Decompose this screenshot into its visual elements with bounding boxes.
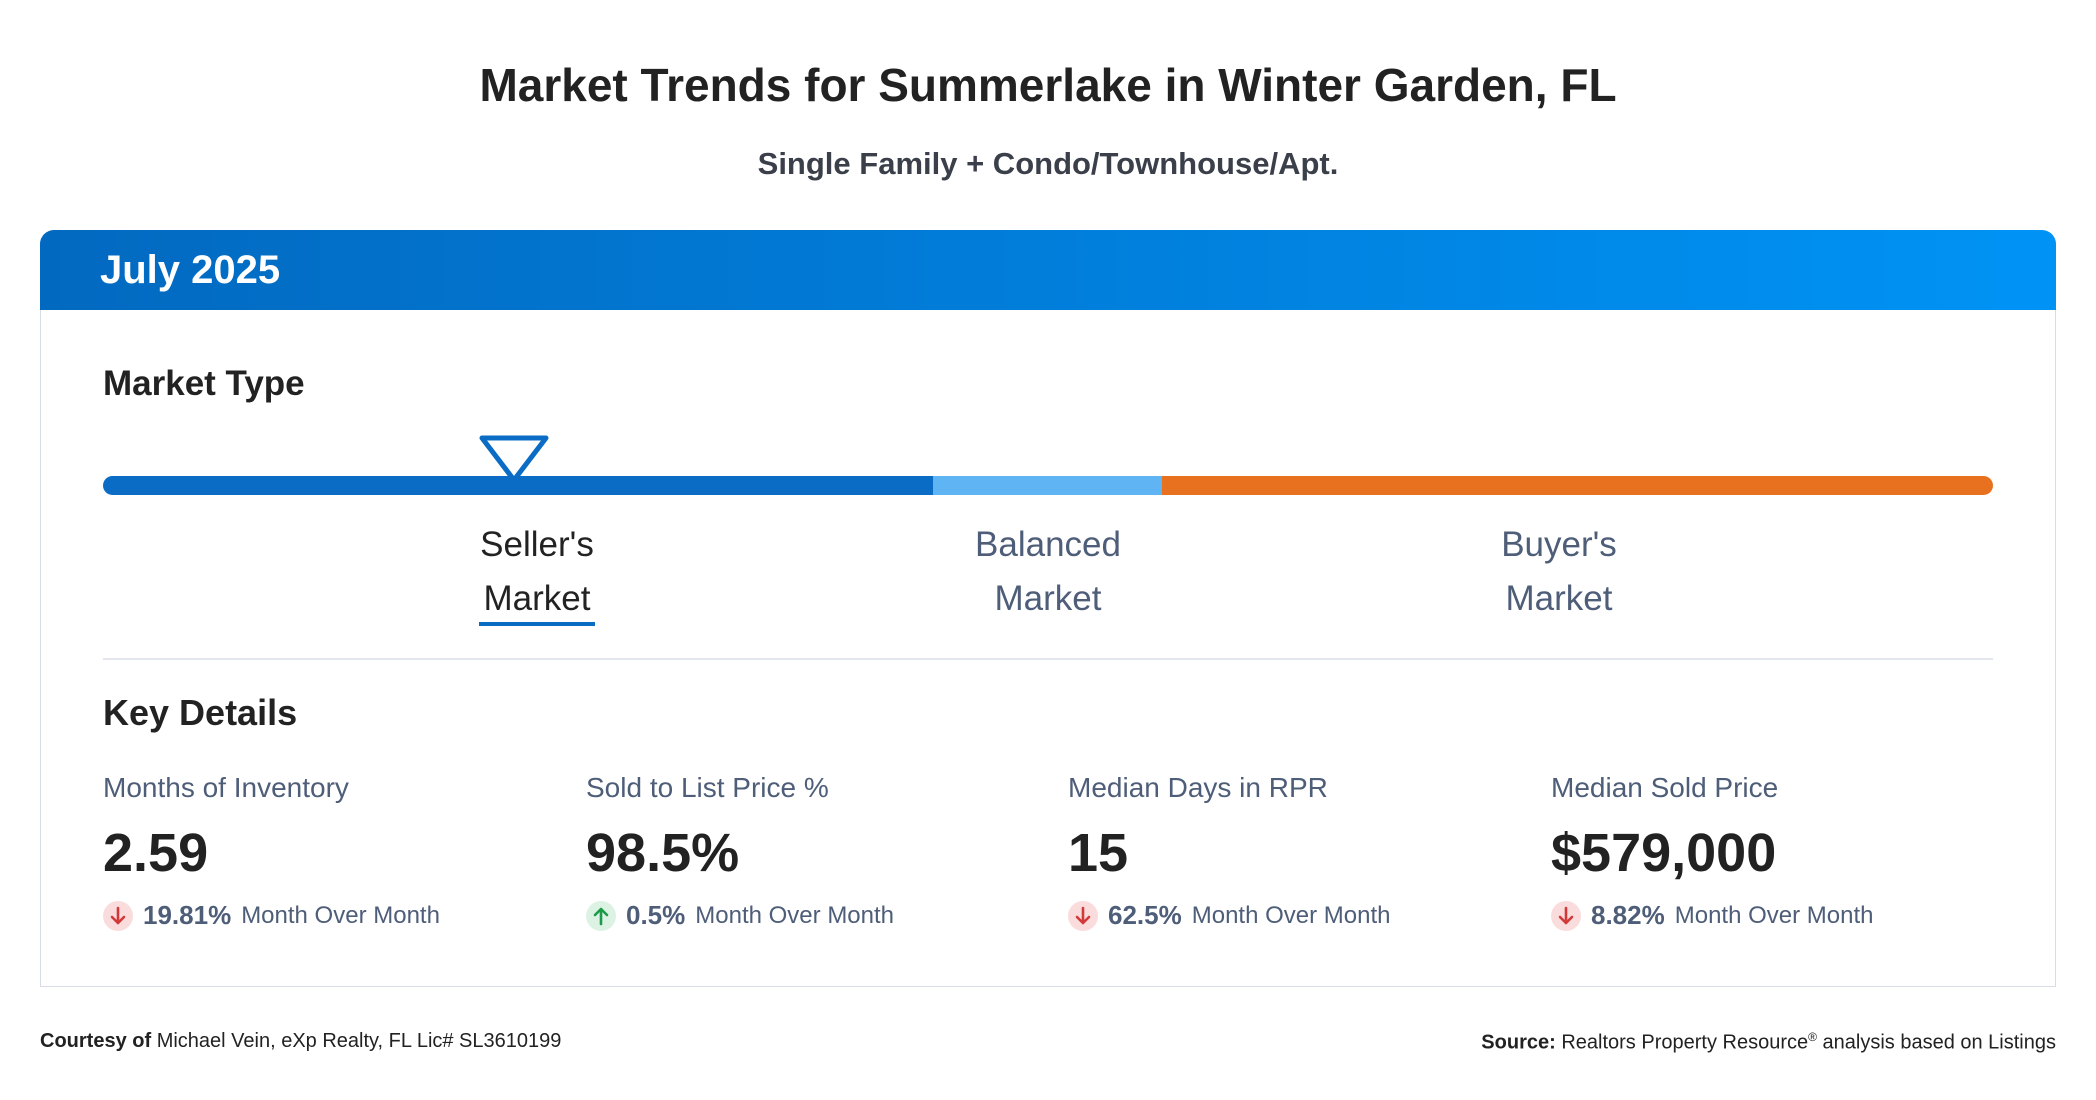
market-option: Seller's Market <box>387 518 687 626</box>
source-text: analysis based on Listings <box>1816 1031 2057 1054</box>
source-label: Source: <box>1481 1031 1556 1054</box>
seller-segment <box>103 476 943 495</box>
period: July 2025 <box>100 248 281 292</box>
change-percent: 62.5% <box>1108 900 1182 930</box>
source: Source: Realtors Property Resource® anal… <box>1481 1030 2056 1055</box>
option-line: Buyer's <box>1501 525 1617 564</box>
period-header <box>40 230 2056 310</box>
metric-value: $579,000 <box>1551 823 1777 883</box>
metric-label: Months of Inventory <box>103 772 349 803</box>
card <box>40 310 2056 987</box>
market-option: Buyer's Market <box>1409 518 1709 626</box>
metric-change: 19.81% Month Over Month <box>103 900 440 931</box>
change-icon <box>1068 900 1098 931</box>
title: Market Trends for Summerlake in Winter G… <box>479 59 1617 111</box>
subtitle: Single Family + Condo/Townhouse/Apt. <box>757 146 1339 181</box>
metric-value: 98.5% <box>586 823 740 883</box>
change-label: Month Over Month <box>695 901 895 929</box>
metric-value: 15 <box>1068 823 1129 883</box>
change-icon <box>586 900 616 931</box>
metric-change: 8.82% Month Over Month <box>1551 900 1873 931</box>
change-icon <box>103 900 133 931</box>
market-indicator <box>479 435 549 483</box>
courtesy-label: Courtesy of <box>40 1030 152 1052</box>
source-mark: ® <box>1808 1030 1817 1044</box>
metric-value: 2.59 <box>103 823 209 883</box>
change-label: Month Over Month <box>1191 901 1391 929</box>
change-percent: 8.82% <box>1591 900 1665 930</box>
section-heading: Market Type <box>103 364 305 403</box>
balanced-segment <box>933 476 1162 495</box>
selected-underline <box>479 622 595 626</box>
change-label: Month Over Month <box>241 901 440 929</box>
metric-change: 62.5% Month Over Month <box>1068 900 1390 931</box>
source-name: Realtors Property Resource <box>1561 1031 1809 1054</box>
metric-label: Median Days in RPR <box>1068 772 1328 803</box>
option-line: Market <box>1505 579 1613 618</box>
divider <box>103 658 1993 660</box>
metric-label: Median Sold Price <box>1551 772 1779 803</box>
courtesy: Courtesy of Michael Vein, eXp Realty, FL… <box>40 1030 561 1053</box>
metric-change: 0.5% Month Over Month <box>586 900 894 931</box>
change-label: Month Over Month <box>1674 901 1874 929</box>
courtesy-text: Michael Vein, eXp Realty, FL Lic# SL3610… <box>156 1030 562 1052</box>
option-line: Market <box>483 579 591 618</box>
buyer-segment <box>1162 476 1993 495</box>
option-line: Balanced <box>975 525 1121 564</box>
section-heading: Key Details <box>103 692 298 733</box>
option-line: Market <box>994 579 1102 618</box>
option-line: Seller's <box>480 525 594 564</box>
change-percent: 19.81% <box>143 900 232 930</box>
metric-label: Sold to List Price % <box>586 772 829 803</box>
market-option: Balanced Market <box>898 518 1198 626</box>
change-percent: 0.5% <box>626 900 686 930</box>
change-icon <box>1551 900 1581 931</box>
